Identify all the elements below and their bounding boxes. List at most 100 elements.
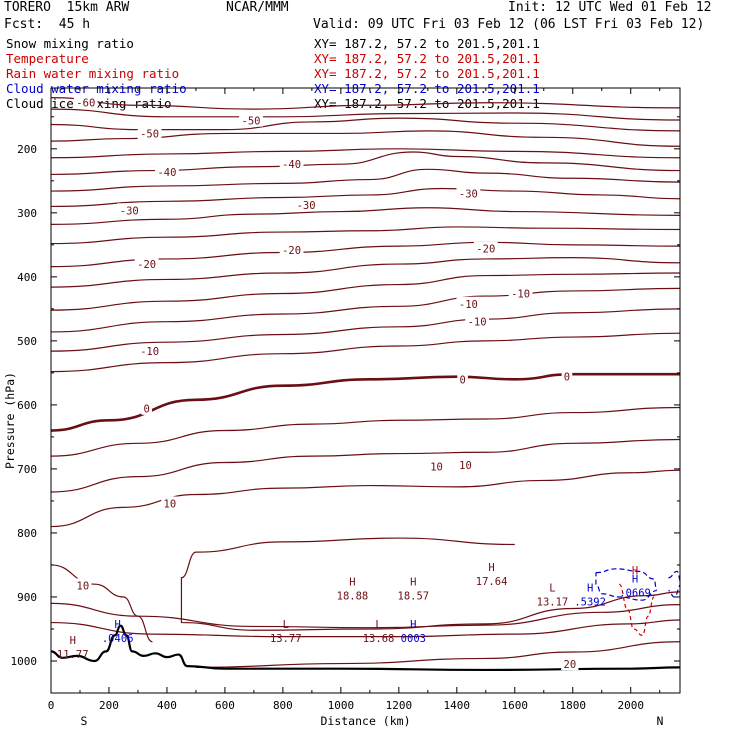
legend-xy: XY= 187.2, 57.2 to 201.5,201.1 — [314, 51, 540, 66]
isotherm-line — [51, 287, 680, 333]
legend-label: Snow mixing ratio — [6, 36, 134, 51]
extremum-value: 17.64 — [476, 576, 508, 588]
y-tick-label: 500 — [17, 335, 37, 348]
isotherm-label: 10 — [164, 498, 177, 510]
header-valid: Valid: 09 UTC Fri 03 Feb 12 (06 LST Fri … — [313, 17, 705, 32]
header-init: Init: 12 UTC Wed 01 Feb 12 — [508, 0, 712, 15]
x-tick-label: 1800 — [560, 699, 587, 712]
isotherm-label-bg — [561, 369, 573, 383]
isotherm-line — [51, 332, 680, 373]
legend-label: Rain water mixing ratio — [6, 66, 180, 81]
extremum-value: .5392 — [574, 597, 606, 609]
isotherm-label: -30 — [120, 205, 139, 217]
isotherm-label-bg — [561, 657, 579, 671]
plot-frame — [50, 87, 681, 694]
isotherm-label: -50 — [140, 128, 159, 140]
isotherm-label: -10 — [140, 346, 159, 358]
x-tick-label: 1400 — [444, 699, 471, 712]
isotherm-line — [51, 602, 680, 629]
extremum-marker: H — [632, 574, 638, 586]
legend-snow-xy: XY= 187.2, 57.2 to 201.5,201.1 — [314, 36, 540, 51]
isotherm-label-bg — [279, 242, 304, 256]
isotherm-line — [51, 564, 153, 643]
y-axis-label: Pressure (hPa) — [3, 372, 17, 469]
isotherm-label-bg — [161, 496, 179, 510]
x-tick-label: 0 — [48, 699, 55, 712]
y-tick-label: 200 — [17, 143, 37, 156]
isotherm-label: 10 — [77, 580, 90, 592]
isotherm-label-bg — [279, 157, 304, 171]
x-tick-label: 1600 — [502, 699, 529, 712]
isotherm-label-bg — [465, 314, 489, 328]
isotherm-line — [51, 406, 680, 457]
legend-xy: XY= 187.2, 57.2 to 201.5,201.1 — [314, 66, 540, 81]
isotherm-label: -40 — [282, 159, 301, 171]
isotherm-line — [51, 308, 680, 352]
isotherm-label-bg — [456, 186, 481, 200]
y-tick-label: 400 — [17, 271, 37, 284]
isotherm-label: -30 — [297, 200, 316, 212]
isotherm-line — [51, 257, 680, 288]
extremum-marker: H — [115, 619, 121, 631]
isotherm-line — [51, 226, 680, 245]
isotherm-label: -20 — [476, 244, 495, 256]
isotherm-label-bg — [74, 578, 92, 592]
extremum-value: 13.77 — [270, 633, 302, 645]
isotherm-line — [51, 619, 680, 638]
extremum-marker: H — [632, 565, 638, 577]
isotherm-label-bg — [473, 241, 498, 255]
isotherm-label-bg — [239, 113, 263, 127]
x-tick-label: 1000 — [328, 699, 355, 712]
isotherm-line — [51, 97, 680, 110]
isotherm-line — [51, 372, 680, 432]
extremum-marker: H — [488, 562, 494, 574]
cloud-water-contour — [668, 570, 680, 598]
isotherm-label-bg — [456, 458, 475, 472]
extremum-value: 11.77 — [57, 649, 89, 661]
isotherm-label: -10 — [511, 289, 530, 301]
extremum-value: 13.68 — [363, 633, 395, 645]
extremum-value: .0669 — [619, 588, 651, 600]
y-tick-label: 1000 — [11, 655, 38, 668]
extremum-marker: H — [70, 635, 76, 647]
isotherm-label-bg — [155, 164, 179, 178]
x-axis-label: Distance (km) — [320, 714, 410, 728]
isotherm-label: -10 — [468, 317, 487, 329]
header-fcst: Fcst: 45 h — [4, 17, 91, 32]
isotherm-label: 20 — [564, 659, 577, 671]
extremum-marker: L — [549, 583, 555, 595]
isotherm-label: -50 — [242, 116, 261, 128]
isotherm-label-bg — [73, 95, 98, 109]
isotherm-label-bg — [456, 296, 481, 310]
y-tick-label: 300 — [17, 207, 37, 220]
isotherm-label: 10 — [430, 461, 443, 473]
isotherm-label-bg — [137, 126, 162, 140]
isotherm-line — [51, 207, 680, 225]
header-model: TORERO 15km ARW — [4, 0, 130, 15]
terrain-line — [51, 624, 680, 672]
isotherm-line — [51, 469, 680, 528]
x-tick-label: 1200 — [386, 699, 413, 712]
extremum-marker: H — [410, 619, 416, 631]
extremum-marker: L — [283, 619, 289, 631]
isotherm-line — [51, 148, 680, 159]
extremum-value: 0003 — [401, 633, 426, 645]
isotherm-line — [51, 187, 680, 208]
x-tick-label: 600 — [215, 699, 235, 712]
extremum-value: 13.17 — [537, 597, 569, 609]
legend-xy: XY= 187.2, 57.2 to 201.5,201.1 — [314, 96, 540, 111]
y-tick-label: 800 — [17, 527, 37, 540]
isotherm-line — [51, 438, 680, 493]
extremum-marker: L — [375, 619, 381, 631]
isotherm-label-bg — [294, 198, 318, 212]
isotherm-line — [51, 108, 680, 121]
y-tick-label: 600 — [17, 399, 37, 412]
isotherm-label: 0 — [143, 404, 149, 416]
isotherm-label: -10 — [459, 299, 478, 311]
isotherm-label-bg — [508, 286, 533, 300]
end-label-right: N — [657, 714, 664, 728]
isotherm-label: 10 — [459, 460, 472, 472]
extremum-value: 18.88 — [337, 590, 369, 602]
isotherm-label-bg — [141, 401, 152, 415]
y-tick-label: 900 — [17, 591, 37, 604]
